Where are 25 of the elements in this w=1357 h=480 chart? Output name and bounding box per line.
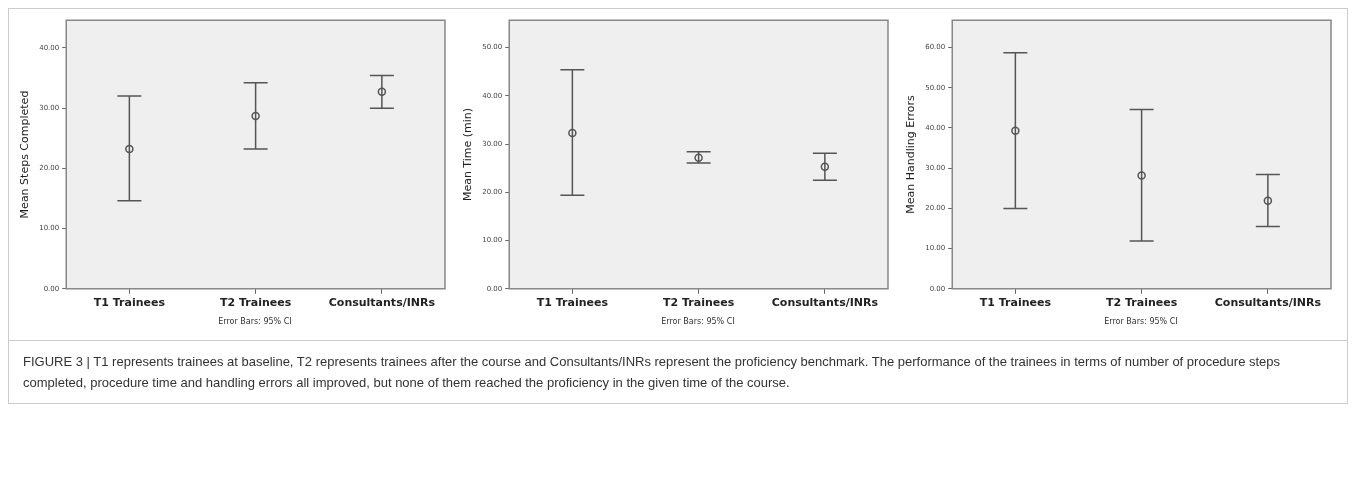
point: [1263, 196, 1273, 205]
y-axis-title: Mean Steps Completed: [18, 90, 32, 219]
point: [1137, 171, 1146, 180]
point: [568, 128, 577, 138]
point: [125, 144, 134, 154]
x-tick-label: T1 Trainees: [979, 296, 1052, 310]
text: Error Bars: 95% CI: [217, 317, 293, 326]
x-tick-label: Consultants/INRs: [771, 296, 879, 310]
caption: FIGURE 3 | T1 represents trainees at baseline, T2 represents trainees after the course and Consultants/INRs represent the proficiency benchmark. The performance of the trainees in terms of number of procedure steps completed, procedure time and handling errors all improved, but none of them reached the proficiency in the given time of the course.: [23, 353, 1282, 392]
x-tick-label: T1 Trainees: [93, 296, 166, 310]
point: [251, 111, 260, 121]
point: [1011, 126, 1020, 136]
x-tick-label: T2 Trainees: [220, 296, 292, 310]
x-tick-label: T2 Trainees: [663, 296, 735, 310]
x-tick-label: T2 Trainees: [1106, 296, 1178, 310]
text: Error Bars: 95% CI: [660, 317, 736, 326]
point: [694, 153, 703, 162]
x-tick-label: Consultants/INRs: [1214, 296, 1322, 310]
y-axis-title: Mean Time (min): [461, 107, 475, 202]
y-axis-title: Mean Handling Errors: [904, 94, 918, 214]
point: [377, 87, 387, 97]
x-tick-label: Consultants/INRs: [328, 296, 436, 310]
point: [820, 162, 830, 172]
x-tick-label: T1 Trainees: [536, 296, 609, 310]
text: Error Bars: 95% CI: [1103, 317, 1179, 326]
